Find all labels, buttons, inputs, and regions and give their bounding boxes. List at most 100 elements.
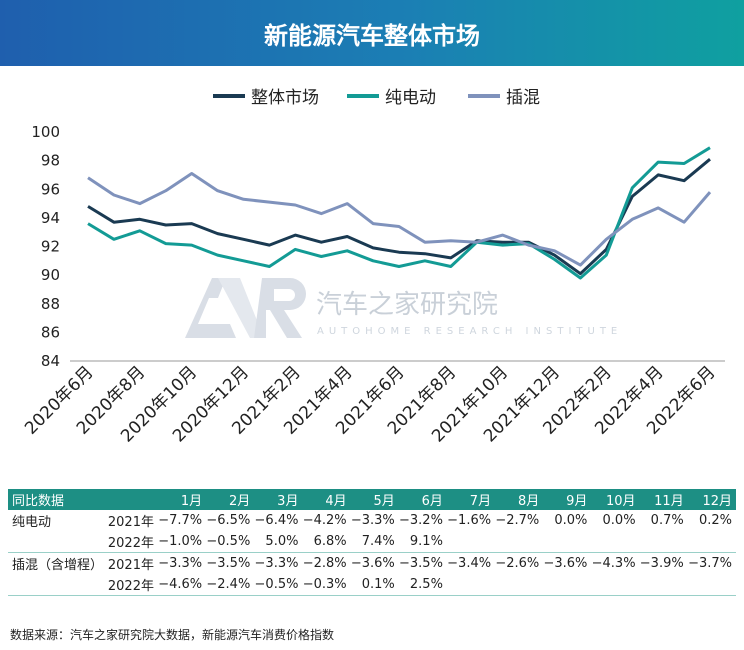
table-cell: −4.3% bbox=[591, 556, 636, 571]
table-cell bbox=[543, 531, 592, 553]
table-cell: −6.5% bbox=[206, 513, 251, 528]
table-cell: 0.2% bbox=[698, 513, 732, 528]
table-cell: −1.6% bbox=[447, 513, 492, 528]
table-cell: −3.4% bbox=[447, 556, 492, 571]
table-cell: 9.1% bbox=[398, 531, 447, 553]
table-cell: −3.5% bbox=[399, 556, 443, 571]
table-row: 2022年 −1.0% −0.5% 5.0% 6.8% 7.4% 9.1% bbox=[8, 531, 736, 553]
table-month-header: 10月 bbox=[591, 489, 640, 510]
line-chart: 整体市场 纯电动 插混 汽车之家研究院 AUTOHOME RESEARCH INST… bbox=[21, 88, 725, 446]
table-cell: −3.9% bbox=[639, 556, 684, 571]
table-group-label bbox=[8, 531, 108, 553]
table-cell bbox=[543, 574, 592, 596]
table-month-header: 8月 bbox=[495, 489, 544, 510]
table-month-header: 5月 bbox=[350, 489, 399, 510]
legend-label: 整体市场 bbox=[251, 88, 319, 108]
table-cell: −4.6% bbox=[157, 574, 207, 596]
table-cell: −3.6% bbox=[543, 556, 588, 571]
table-cell bbox=[639, 531, 688, 553]
table-cell bbox=[639, 574, 688, 596]
table-cell: −3.3% bbox=[350, 513, 395, 528]
series-lines bbox=[87, 146, 712, 280]
table-cell: −3.2% bbox=[399, 513, 443, 528]
table-cell: −2.6% bbox=[495, 556, 540, 571]
table-cell: 0.0% bbox=[602, 513, 636, 528]
table-month-header: 1月 bbox=[157, 489, 207, 510]
page-title: 新能源汽车整体市场 bbox=[264, 22, 480, 50]
watermark-logo-icon bbox=[185, 278, 306, 338]
yoy-table: 同比数据 1月 2月 3月 4月 5月 6月 7月 8月 9月 10月 11月 12月 纯电动 2021年 −… bbox=[8, 489, 736, 596]
table-month-header: 4月 bbox=[302, 489, 351, 510]
table-month-header: 9月 bbox=[543, 489, 592, 510]
table-cell: 5.0% bbox=[254, 531, 303, 553]
table-group-label bbox=[8, 574, 108, 596]
y-tick-label: 84 bbox=[41, 352, 60, 370]
table-cell bbox=[591, 531, 640, 553]
source-note: 数据来源：汽车之家研究院大数据，新能源汽车消费价格指数 bbox=[10, 628, 335, 642]
table-cell bbox=[687, 574, 736, 596]
watermark-name: 汽车之家研究院 bbox=[316, 290, 498, 320]
table-header-row: 同比数据 1月 2月 3月 4月 5月 6月 7月 8月 9月 10月 11月 12月 bbox=[8, 489, 736, 510]
table-cell: −2.8% bbox=[302, 556, 347, 571]
table-cell: 6.8% bbox=[302, 531, 351, 553]
table-row: 纯电动 2021年 −7.7% −6.5% −6.4% −4.2% −3.3% −3.2% −1… bbox=[8, 510, 736, 531]
table-cell bbox=[495, 531, 544, 553]
table-year-label: 2021年 bbox=[107, 558, 154, 573]
table-cell: −3.3% bbox=[158, 556, 203, 571]
table-year-label: 2022年 bbox=[107, 574, 158, 596]
table-cell: 0.0% bbox=[554, 513, 588, 528]
y-tick-label: 92 bbox=[41, 238, 60, 256]
table-cell: −3.6% bbox=[350, 556, 395, 571]
table-cell: −1.0% bbox=[157, 531, 207, 553]
table-cell: −0.5% bbox=[254, 574, 303, 596]
table-cell bbox=[687, 531, 736, 553]
table-cell: 0.1% bbox=[350, 574, 399, 596]
table-cell: −0.5% bbox=[206, 531, 255, 553]
table-group-label: 插混（含增程） bbox=[12, 558, 104, 573]
table-group-label: 纯电动 bbox=[12, 515, 52, 530]
y-tick-label: 86 bbox=[41, 323, 60, 341]
table-cell bbox=[446, 531, 496, 553]
table-cell bbox=[591, 574, 640, 596]
y-axis: 84 86 88 90 92 94 96 98 100 bbox=[31, 123, 60, 370]
table-month-header: 11月 bbox=[639, 489, 688, 510]
table-cell: −3.7% bbox=[688, 556, 732, 571]
table-year-label: 2021年 bbox=[107, 515, 154, 530]
legend-label: 纯电动 bbox=[385, 88, 436, 108]
table-cell: 7.4% bbox=[350, 531, 399, 553]
table-cell: −6.4% bbox=[254, 513, 299, 528]
legend-label: 插混 bbox=[506, 88, 540, 108]
chart-legend: 整体市场 纯电动 插混 bbox=[213, 88, 540, 108]
table-cell: 0.7% bbox=[650, 513, 684, 528]
table-header-year bbox=[107, 489, 158, 510]
y-tick-label: 100 bbox=[31, 123, 60, 141]
table-header-label: 同比数据 bbox=[8, 489, 108, 510]
table-cell: −4.2% bbox=[302, 513, 347, 528]
y-tick-label: 90 bbox=[41, 266, 60, 284]
table-row: 插混（含增程） 2021年 −3.3% −3.5% −3.3% −2.8% −3.6% −3.… bbox=[8, 553, 736, 575]
y-tick-label: 96 bbox=[41, 180, 60, 198]
table-cell: −2.4% bbox=[206, 574, 255, 596]
table-cell bbox=[446, 574, 496, 596]
table-year-label: 2022年 bbox=[107, 531, 158, 553]
table-cell: −2.7% bbox=[495, 513, 540, 528]
table-cell: −3.5% bbox=[206, 556, 251, 571]
table-cell: −0.3% bbox=[302, 574, 351, 596]
table-row: 2022年 −4.6% −2.4% −0.5% −0.3% 0.1% 2.5% bbox=[8, 574, 736, 596]
y-tick-label: 88 bbox=[41, 295, 60, 313]
x-axis: 2020年6月2020年8月2020年10月2020年12月2021年2月202… bbox=[21, 360, 725, 446]
series-line bbox=[87, 172, 712, 267]
table-month-header: 3月 bbox=[254, 489, 303, 510]
table-month-header: 12月 bbox=[687, 489, 736, 510]
table-month-header: 6月 bbox=[398, 489, 447, 510]
table-cell: −7.7% bbox=[158, 513, 203, 528]
y-tick-label: 98 bbox=[41, 152, 60, 170]
watermark: 汽车之家研究院 AUTOHOME RESEARCH INSTITUTE bbox=[185, 278, 622, 338]
table-cell bbox=[495, 574, 544, 596]
table-month-header: 7月 bbox=[446, 489, 496, 510]
series-line bbox=[87, 146, 711, 280]
watermark-sub: AUTOHOME RESEARCH INSTITUTE bbox=[317, 326, 622, 337]
table-cell: 2.5% bbox=[398, 574, 447, 596]
table-month-header: 2月 bbox=[206, 489, 255, 510]
y-tick-label: 94 bbox=[41, 209, 60, 227]
